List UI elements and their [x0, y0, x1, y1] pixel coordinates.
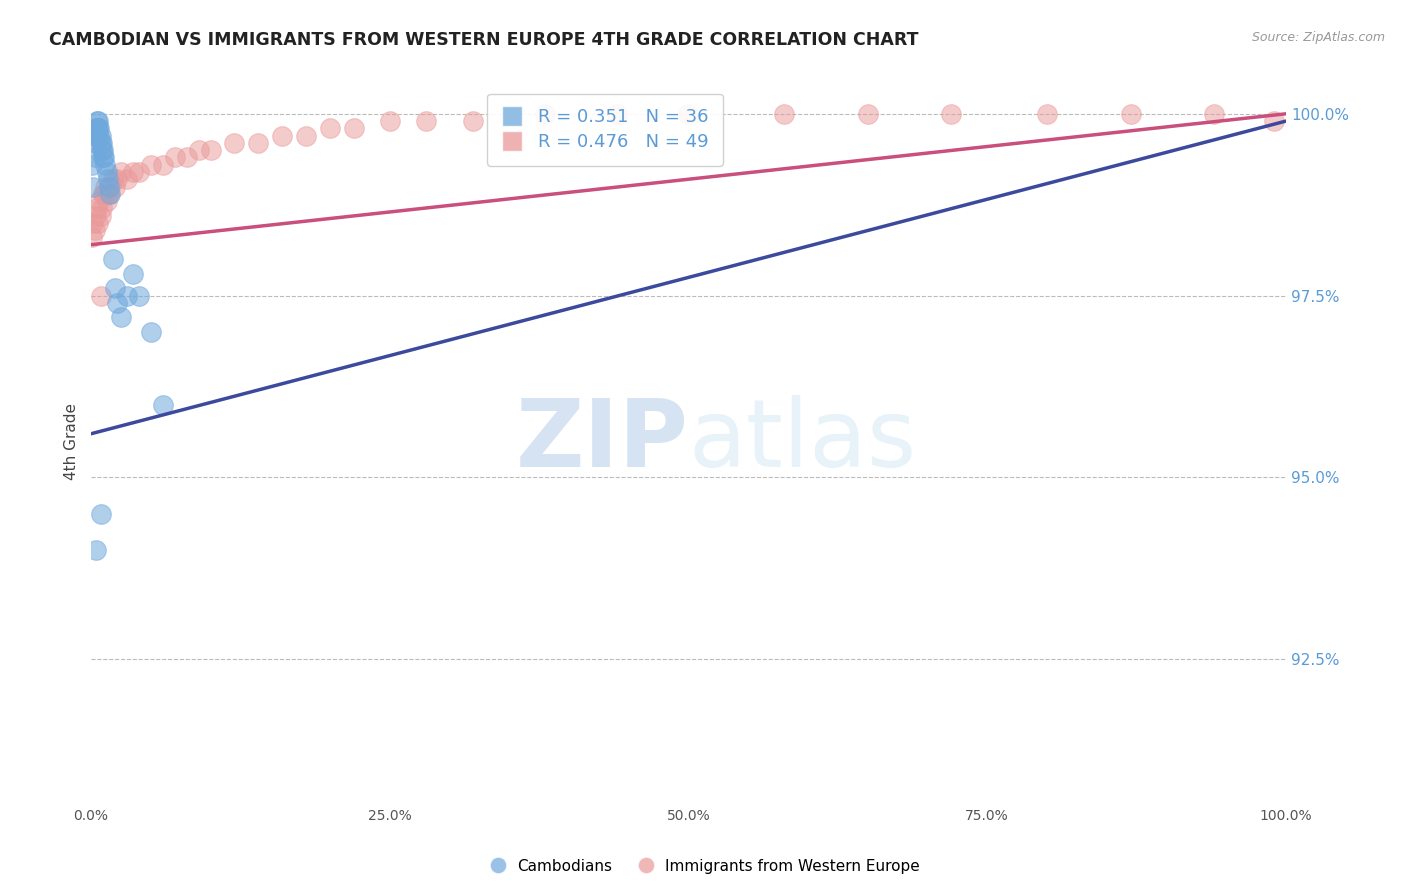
- Point: [101, 252, 124, 267]
- Point: [101, 172, 124, 186]
- Point: [115, 288, 138, 302]
- Point: [90, 136, 112, 150]
- Y-axis label: 4th Grade: 4th Grade: [65, 402, 79, 480]
- Point: [84, 543, 107, 558]
- Point: [1204, 107, 1226, 121]
- Point: [187, 143, 209, 157]
- Point: [84, 209, 107, 223]
- Point: [83, 150, 105, 164]
- Point: [856, 107, 879, 121]
- Point: [105, 172, 128, 186]
- Point: [1263, 114, 1285, 128]
- Point: [295, 128, 318, 143]
- Point: [1119, 107, 1142, 121]
- Point: [83, 223, 105, 237]
- Point: [97, 186, 120, 201]
- Point: [82, 179, 104, 194]
- Point: [84, 121, 107, 136]
- Point: [121, 267, 143, 281]
- Point: [87, 121, 110, 136]
- Point: [319, 121, 342, 136]
- Point: [90, 136, 112, 150]
- Point: [89, 128, 111, 143]
- Point: [773, 107, 796, 121]
- Point: [89, 121, 111, 136]
- Point: [415, 114, 437, 128]
- Point: [343, 121, 366, 136]
- Point: [97, 186, 120, 201]
- Legend: R = 0.351   N = 36, R = 0.476   N = 49: R = 0.351 N = 36, R = 0.476 N = 49: [486, 94, 723, 166]
- Point: [97, 172, 120, 186]
- Point: [91, 143, 114, 157]
- Point: [678, 107, 700, 121]
- Point: [941, 107, 963, 121]
- Point: [139, 325, 162, 339]
- Point: [90, 143, 112, 157]
- Text: ZIP: ZIP: [516, 395, 689, 487]
- Point: [139, 158, 162, 172]
- Point: [82, 216, 104, 230]
- Point: [86, 114, 108, 128]
- Point: [86, 121, 108, 136]
- Point: [115, 172, 138, 186]
- Point: [96, 165, 118, 179]
- Point: [82, 230, 104, 244]
- Point: [1036, 107, 1059, 121]
- Point: [93, 186, 115, 201]
- Point: [83, 128, 105, 143]
- Point: [84, 136, 107, 150]
- Text: atlas: atlas: [689, 395, 917, 487]
- Text: CAMBODIAN VS IMMIGRANTS FROM WESTERN EUROPE 4TH GRADE CORRELATION CHART: CAMBODIAN VS IMMIGRANTS FROM WESTERN EUR…: [49, 31, 918, 49]
- Point: [176, 150, 198, 164]
- Point: [90, 507, 112, 521]
- Point: [200, 143, 222, 157]
- Point: [98, 179, 121, 194]
- Point: [90, 288, 112, 302]
- Point: [86, 202, 108, 216]
- Point: [152, 158, 174, 172]
- Point: [86, 128, 108, 143]
- Point: [96, 194, 118, 208]
- Point: [90, 202, 112, 216]
- Legend: Cambodians, Immigrants from Western Europe: Cambodians, Immigrants from Western Euro…: [479, 853, 927, 880]
- Point: [163, 150, 186, 164]
- Point: [128, 288, 150, 302]
- Point: [534, 107, 557, 121]
- Point: [224, 136, 246, 150]
- Point: [94, 158, 117, 172]
- Point: [105, 296, 128, 310]
- Point: [93, 150, 115, 164]
- Point: [271, 128, 294, 143]
- Point: [378, 114, 401, 128]
- Point: [98, 186, 121, 201]
- Point: [89, 194, 111, 208]
- Point: [90, 209, 112, 223]
- Point: [94, 179, 117, 194]
- Point: [121, 165, 143, 179]
- Point: [91, 150, 114, 164]
- Point: [152, 398, 174, 412]
- Point: [606, 107, 628, 121]
- Point: [91, 186, 114, 201]
- Point: [463, 114, 485, 128]
- Point: [97, 179, 120, 194]
- Point: [90, 128, 112, 143]
- Point: [82, 158, 104, 172]
- Point: [104, 281, 127, 295]
- Point: [104, 179, 127, 194]
- Text: Source: ZipAtlas.com: Source: ZipAtlas.com: [1251, 31, 1385, 45]
- Point: [110, 310, 132, 325]
- Point: [247, 136, 270, 150]
- Point: [128, 165, 150, 179]
- Point: [87, 114, 110, 128]
- Point: [110, 165, 132, 179]
- Point: [87, 216, 110, 230]
